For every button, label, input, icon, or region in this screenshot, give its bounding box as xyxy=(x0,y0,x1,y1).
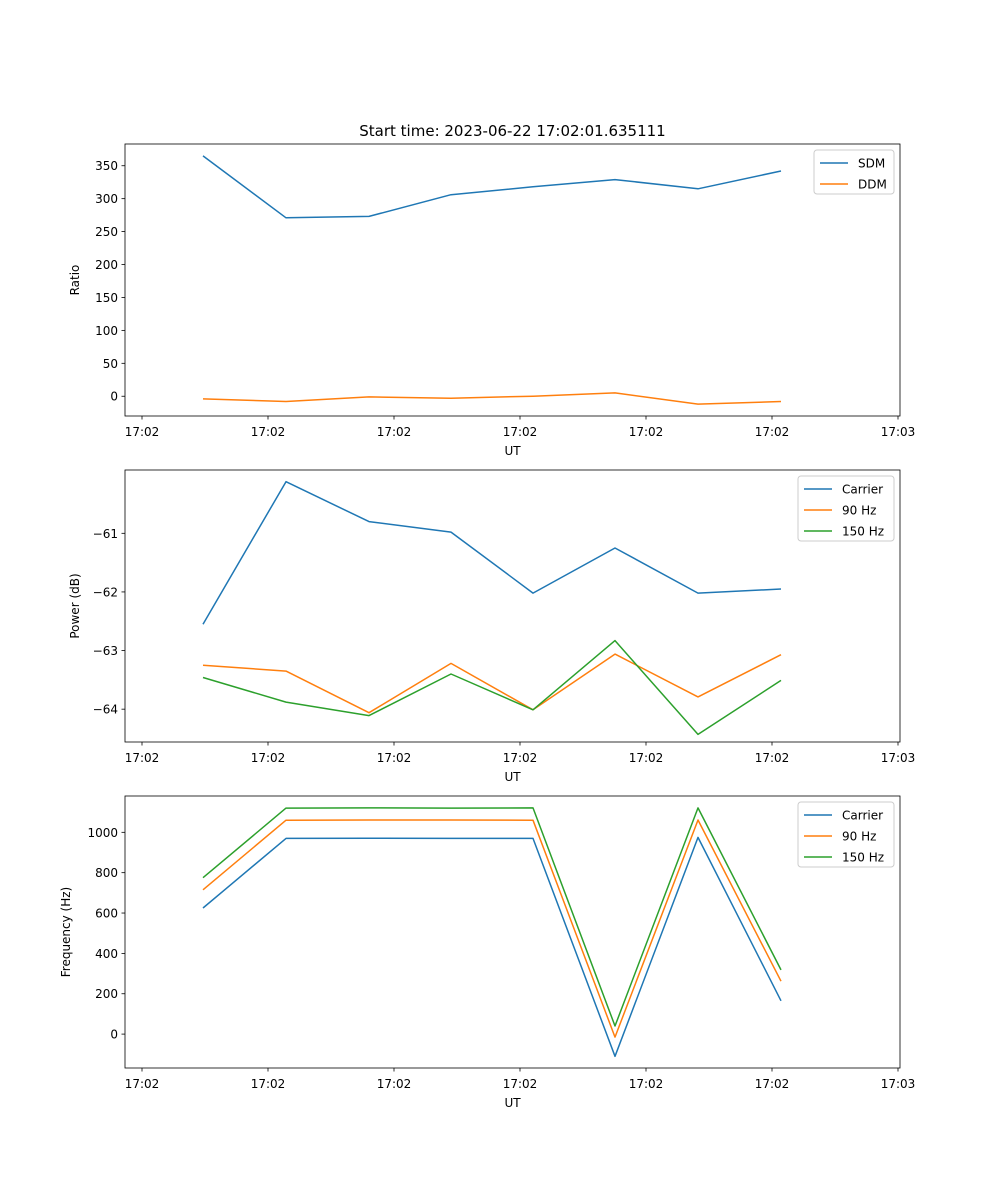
x-tick-label: 17:02 xyxy=(377,751,412,765)
legend-label: DDM xyxy=(858,178,887,192)
legend-label: Carrier xyxy=(842,809,883,823)
y-tick-label: 600 xyxy=(95,907,118,921)
legend: Carrier 90 Hz 150 Hz xyxy=(797,475,895,542)
x-tick-label: 17:02 xyxy=(125,1077,160,1091)
y-tick-label: −64 xyxy=(93,703,118,717)
y-tick-label: 200 xyxy=(95,258,118,272)
chart-title: Start time: 2023-06-22 17:02:01.635111 xyxy=(359,122,665,140)
x-tick-label: 17:02 xyxy=(755,425,790,439)
x-tick-label: 17:02 xyxy=(629,1077,664,1091)
legend-box xyxy=(797,475,895,542)
x-tick-label: 17:02 xyxy=(755,751,790,765)
series-line-90-hz xyxy=(202,653,782,714)
x-tick-label: 17:02 xyxy=(125,751,160,765)
y-tick-label: 100 xyxy=(95,324,118,338)
x-tick-label: 17:02 xyxy=(377,425,412,439)
y-axis-label: Frequency (Hz) xyxy=(59,887,73,978)
legend-label: 150 Hz xyxy=(842,851,884,865)
y-tick-label: 0 xyxy=(110,390,118,404)
x-tick-label: 17:03 xyxy=(881,425,916,439)
legend-label: 150 Hz xyxy=(842,525,884,539)
y-axis-label: Power (dB) xyxy=(68,573,82,638)
subplots: 17:02 17:02 17:02 17:02 17:02 17:02 17:03 0 50 10… xyxy=(59,143,916,1110)
axes-frame xyxy=(124,143,901,417)
legend-label: Carrier xyxy=(842,483,883,497)
x-tick-label: 17:03 xyxy=(881,751,916,765)
series-line-150-hz xyxy=(202,639,782,736)
y-tick-label: 0 xyxy=(110,1028,118,1042)
x-tick-label: 17:02 xyxy=(755,1077,790,1091)
x-tick-label: 17:02 xyxy=(251,751,286,765)
x-tick-label: 17:02 xyxy=(503,751,538,765)
axes-frame xyxy=(124,795,901,1069)
subplot-2: 17:02 17:02 17:02 17:02 17:02 17:02 17:03 −61 −6… xyxy=(68,469,916,784)
series-line-carrier xyxy=(202,480,782,625)
x-tick-label: 17:03 xyxy=(881,1077,916,1091)
y-tick-label: 50 xyxy=(103,357,118,371)
y-tick-label: 400 xyxy=(95,947,118,961)
y-axis-label: Ratio xyxy=(68,265,82,296)
y-tick-label: −63 xyxy=(93,644,118,658)
y-tick-label: −61 xyxy=(93,527,118,541)
legend: SDM DDM xyxy=(813,149,895,195)
y-tick-label: 800 xyxy=(95,866,118,880)
x-tick-label: 17:02 xyxy=(503,1077,538,1091)
x-tick-label: 17:02 xyxy=(629,425,664,439)
axes-frame xyxy=(124,469,901,743)
legend-label: 90 Hz xyxy=(842,504,876,518)
series-line-ddm xyxy=(202,392,782,405)
x-tick-label: 17:02 xyxy=(629,751,664,765)
x-axis-label: UT xyxy=(504,770,521,784)
y-tick-label: 1000 xyxy=(87,826,118,840)
y-tick-label: −62 xyxy=(93,585,118,599)
x-axis-label: UT xyxy=(504,444,521,458)
x-axis-label: UT xyxy=(504,1096,521,1110)
legend: Carrier 90 Hz 150 Hz xyxy=(797,801,895,868)
y-tick-label: 150 xyxy=(95,291,118,305)
x-tick-label: 17:02 xyxy=(503,425,538,439)
series-line-sdm xyxy=(202,155,782,219)
legend-box xyxy=(797,801,895,868)
y-tick-label: 350 xyxy=(95,159,118,173)
x-tick-label: 17:02 xyxy=(251,1077,286,1091)
series-line-150-hz xyxy=(202,807,782,1027)
x-tick-label: 17:02 xyxy=(125,425,160,439)
y-tick-label: 250 xyxy=(95,225,118,239)
y-tick-label: 200 xyxy=(95,987,118,1001)
x-tick-label: 17:02 xyxy=(251,425,286,439)
x-tick-label: 17:02 xyxy=(377,1077,412,1091)
legend-box xyxy=(813,149,895,195)
series-line-carrier xyxy=(202,836,782,1058)
subplot-1: 17:02 17:02 17:02 17:02 17:02 17:02 17:03 0 50 10… xyxy=(68,143,916,458)
legend-label: 90 Hz xyxy=(842,830,876,844)
series-line-90-hz xyxy=(202,819,782,1038)
legend-label: SDM xyxy=(858,157,885,171)
y-tick-label: 300 xyxy=(95,192,118,206)
subplot-3: 17:02 17:02 17:02 17:02 17:02 17:02 17:03 0 200 4… xyxy=(59,795,916,1110)
